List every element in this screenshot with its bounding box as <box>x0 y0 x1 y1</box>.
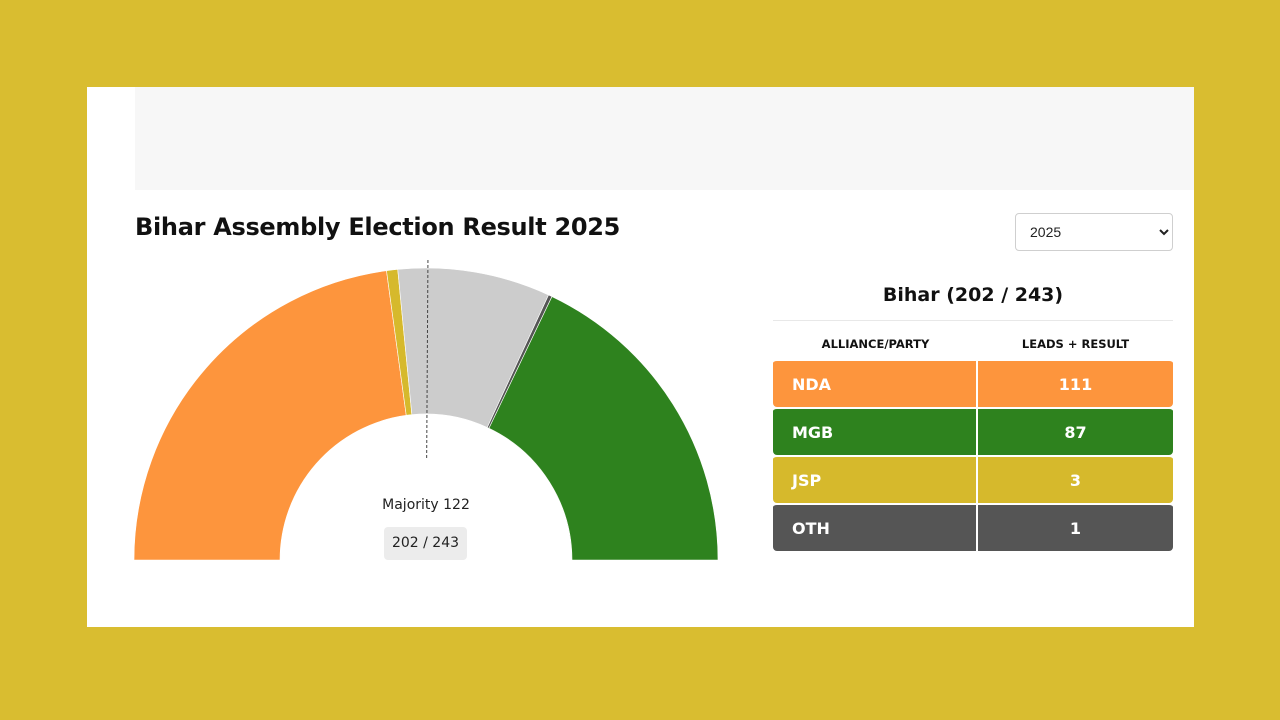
party-seats: 3 <box>978 455 1173 503</box>
table-row: MGB 87 <box>773 407 1173 455</box>
majority-marker <box>426 260 429 460</box>
page-title: Bihar Assembly Election Result 2025 <box>135 213 621 241</box>
party-name: NDA <box>773 359 978 407</box>
results-table: ALLIANCE/PARTY LEADS + RESULT NDA 111 MGB 8… <box>773 329 1173 551</box>
majority-label: Majority 122 <box>382 497 470 513</box>
table-row: NDA 111 <box>773 359 1173 407</box>
segment-mgb <box>488 296 719 561</box>
party-name: OTH <box>773 503 978 551</box>
party-seats: 1 <box>978 503 1173 551</box>
table-row: JSP 3 <box>773 455 1173 503</box>
result-card: Bihar Assembly Election Result 2025 2025… <box>87 87 1194 627</box>
column-header-seats: LEADS + RESULT <box>1021 337 1130 351</box>
party-seats: 111 <box>978 359 1173 407</box>
seat-chart <box>133 260 719 561</box>
ad-slot <box>135 87 1194 190</box>
column-header-party: ALLIANCE/PARTY <box>821 337 930 351</box>
divider <box>773 320 1173 321</box>
state-heading: Bihar (202 / 243) <box>882 284 1064 306</box>
year-select[interactable]: 2025 <box>1015 213 1173 251</box>
party-seats: 87 <box>978 407 1173 455</box>
party-name: MGB <box>773 407 978 455</box>
table-row: OTH 1 <box>773 503 1173 551</box>
declared-count: 202 / 243 <box>384 527 467 560</box>
table-header-row: ALLIANCE/PARTY LEADS + RESULT <box>773 329 1173 359</box>
party-name: JSP <box>773 455 978 503</box>
segment-nda <box>133 270 407 561</box>
